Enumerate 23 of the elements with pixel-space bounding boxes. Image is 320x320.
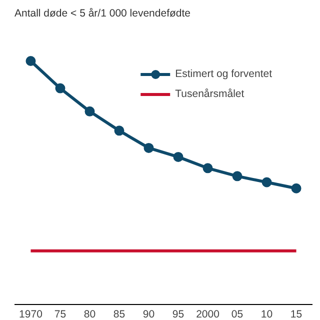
point [26,56,36,66]
x-tick-label: 90 [142,308,155,320]
x-tick-label: 75 [54,308,66,320]
point [144,142,154,153]
legend-label: Tusenårsmålet [175,88,244,100]
point [173,152,184,162]
x-tick-label: 15 [290,308,302,320]
point [114,126,124,136]
point [202,163,213,174]
point [55,83,66,94]
legend-label: Estimert og forventet [175,68,272,80]
x-tick-label: 85 [113,308,126,320]
x-tick-label: 05 [231,308,244,320]
point [262,177,272,188]
x-tick-label: 1970 [19,308,43,320]
point [84,106,95,116]
point [291,183,302,194]
x-tick-label: 2000 [196,308,220,320]
x-tick-label: 95 [172,308,184,320]
point [232,171,242,182]
y-axis-title: Antall døde < 5 år/1 000 levendefødte [14,8,191,20]
x-tick-label: 80 [84,308,96,320]
x-tick-label: 10 [260,308,273,320]
